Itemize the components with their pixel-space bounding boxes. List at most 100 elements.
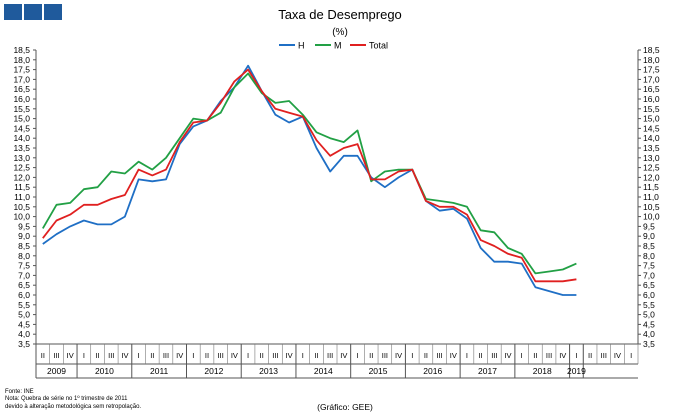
y-tick-label-left: 7,5: [18, 261, 30, 271]
chart-subtitle: (%): [332, 27, 348, 38]
quarter-label: I: [247, 351, 249, 360]
axes: 3,5 3,54,0 4,04,5 4,55,0 5,05,5 5,56,0 6,06,5 6…: [13, 45, 659, 349]
quarter-label: IV: [176, 351, 183, 360]
chart-title: Taxa de Desemprego: [278, 7, 402, 22]
quarter-label: III: [382, 351, 388, 360]
quarter-label: IV: [504, 351, 511, 360]
series-line-m: [42, 72, 577, 275]
quarter-label: III: [546, 351, 552, 360]
y-tick-label-left: 11,0: [14, 192, 30, 202]
quarter-label: II: [314, 351, 318, 360]
quarter-label: IV: [614, 351, 621, 360]
y-tick-label-right: 17,0: [643, 74, 660, 84]
y-tick-label-right: 15,5: [643, 104, 660, 114]
y-tick-label-right: 5,0: [643, 310, 655, 320]
logo-square: [4, 4, 22, 20]
y-tick-label-left: 9,5: [18, 221, 30, 231]
quarter-label: II: [95, 351, 99, 360]
quarter-label: II: [260, 351, 264, 360]
quarter-label: IV: [231, 351, 238, 360]
y-tick-label-right: 11,0: [643, 192, 659, 202]
y-tick-label-left: 4,5: [18, 319, 30, 329]
y-tick-label-right: 12,0: [643, 172, 660, 182]
year-label: 2017: [478, 366, 497, 376]
legend-label-total: Total: [369, 41, 388, 51]
y-tick-label-right: 15,0: [643, 114, 660, 124]
y-tick-label-left: 11,5: [14, 182, 30, 192]
y-tick-label-right: 13,0: [643, 153, 660, 163]
y-tick-label-right: 18,5: [643, 45, 660, 55]
y-tick-label-right: 5,5: [643, 300, 655, 310]
quarter-label: III: [272, 351, 278, 360]
y-tick-label-right: 14,5: [643, 123, 660, 133]
y-tick-label-left: 17,0: [13, 74, 30, 84]
y-tick-label-right: 11,5: [643, 182, 659, 192]
y-tick-label-right: 6,5: [643, 280, 655, 290]
year-label: 2011: [150, 366, 169, 376]
y-tick-label-left: 4,0: [18, 329, 30, 339]
y-tick-label-right: 8,0: [643, 251, 655, 261]
y-tick-label-right: 13,5: [643, 143, 660, 153]
y-tick-label-left: 5,5: [18, 300, 30, 310]
y-tick-label-left: 10,5: [13, 202, 30, 212]
y-tick-label-left: 16,0: [13, 94, 30, 104]
logo-square: [24, 4, 42, 20]
quarter-label: I: [630, 351, 632, 360]
quarter-label: II: [533, 351, 537, 360]
y-tick-label-right: 4,0: [643, 329, 655, 339]
y-tick-label-right: 16,0: [643, 94, 660, 104]
y-tick-label-right: 10,5: [643, 202, 660, 212]
quarter-label: II: [369, 351, 373, 360]
year-label: 2015: [369, 366, 388, 376]
year-label: 2009: [47, 366, 66, 376]
quarter-label: I: [138, 351, 140, 360]
series-line-total: [42, 68, 577, 283]
quarter-label: IV: [450, 351, 457, 360]
quarter-label: III: [491, 351, 497, 360]
quarter-label: IV: [340, 351, 347, 360]
y-tick-label-left: 6,0: [18, 290, 30, 300]
quarter-label: I: [356, 351, 358, 360]
quarter-label: I: [575, 351, 577, 360]
quarter-label: III: [163, 351, 169, 360]
y-tick-label-right: 4,5: [643, 319, 655, 329]
y-tick-label-left: 15,0: [13, 114, 30, 124]
quarter-label: I: [192, 351, 194, 360]
source-note: Fonte: INE: [5, 389, 34, 395]
quarter-label: III: [436, 351, 442, 360]
y-tick-label-left: 14,5: [13, 123, 30, 133]
y-tick-label-right: 8,5: [643, 241, 655, 251]
y-tick-label-left: 18,5: [13, 45, 30, 55]
x-axis: II III IV I II III IV I II III IV I II III IV I II III IV I…: [35, 343, 639, 379]
legend: H M Total: [279, 41, 388, 51]
y-tick-label-left: 12,0: [13, 172, 30, 182]
quarter-label: I: [83, 351, 85, 360]
y-tick-label-left: 13,0: [13, 153, 30, 163]
method-note: devido à alteração metodológica sem retr…: [5, 404, 141, 410]
quarter-label: IV: [121, 351, 128, 360]
y-tick-label-right: 14,0: [643, 133, 660, 143]
year-label: 2018: [533, 366, 552, 376]
y-tick-label-right: 12,5: [643, 163, 660, 173]
y-tick-label-right: 18,0: [643, 55, 660, 65]
y-tick-label-left: 13,5: [13, 143, 30, 153]
year-label: 2016: [423, 366, 442, 376]
quarter-label: I: [302, 351, 304, 360]
y-tick-label-left: 10,0: [13, 212, 30, 222]
y-tick-label-right: 3,5: [643, 339, 655, 349]
quarter-label: II: [588, 351, 592, 360]
logo-square: [44, 4, 62, 20]
year-label: 2010: [95, 366, 114, 376]
quarter-label: I: [521, 351, 523, 360]
y-tick-label-left: 16,5: [13, 84, 30, 94]
quarter-label: IV: [286, 351, 293, 360]
y-tick-label-left: 18,0: [13, 55, 30, 65]
y-tick-label-right: 9,5: [643, 221, 655, 231]
y-tick-label-left: 12,5: [13, 163, 30, 173]
legend-label-m: M: [334, 41, 342, 51]
quarter-label: II: [424, 351, 428, 360]
plot-area: [42, 64, 577, 296]
y-tick-label-right: 17,5: [643, 65, 660, 75]
quarter-label: I: [466, 351, 468, 360]
y-tick-label-right: 7,5: [643, 261, 655, 271]
